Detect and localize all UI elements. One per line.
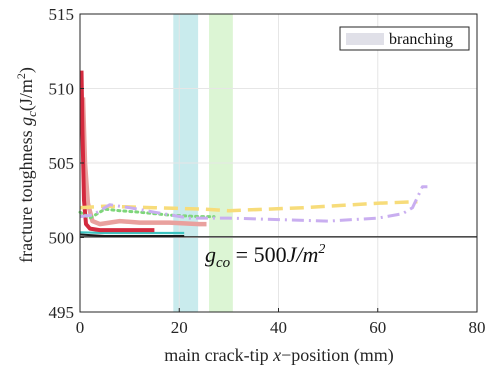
x-label-var: x [272,345,281,365]
x-label-text: main crack-tip [164,345,273,365]
x-axis-label: main crack-tip x−position (mm) [164,345,394,366]
series-line-6 [79,199,418,213]
y-label-close: ) [16,67,37,73]
grid-lines [80,14,477,312]
x-tick-label-3: 60 [369,318,386,337]
series-line-4 [79,70,155,233]
x-tick-label-4: 80 [469,318,486,337]
series-line-5 [78,207,216,220]
x-tick-label-2: 40 [270,318,287,337]
series-line-7 [79,185,428,223]
annotation-var: g [205,242,216,267]
legend-label: branching [389,31,453,48]
legend-swatch [346,33,384,45]
axis-ticks: 0 20 40 60 80 495 500 505 510 515 [49,5,486,337]
x-tick-label-0: 0 [76,318,85,337]
data-series [78,70,477,238]
reference-annotation: gco = 500J/m2 [205,242,325,271]
y-tick-label-2: 505 [49,154,75,173]
legend: branching [339,26,470,51]
annotation-unit: J/m [287,242,319,267]
series-line-3 [80,97,207,227]
x-tick-label-1: 20 [171,318,188,337]
y-label-unit: (J/m [16,79,37,111]
y-tick-label-1: 500 [49,229,75,248]
y-label-sup: 2 [14,73,28,79]
y-axis-label: fracture toughness gc(J/m2) [14,67,39,263]
series-line-2 [79,231,185,235]
annotation-sub: co [216,255,231,271]
annotation-value: = 500 [230,242,286,267]
series-line-1 [79,233,185,237]
y-label-sub: c [24,111,39,117]
y-tick-label-4: 515 [49,5,75,24]
annotation-sup: 2 [318,242,325,257]
x-label-rest: −position (mm) [281,345,394,366]
y-label-text: fracture toughness [16,126,36,263]
y-label-var: g [16,117,36,126]
y-tick-label-3: 510 [49,80,75,99]
y-tick-label-0: 495 [49,303,75,322]
